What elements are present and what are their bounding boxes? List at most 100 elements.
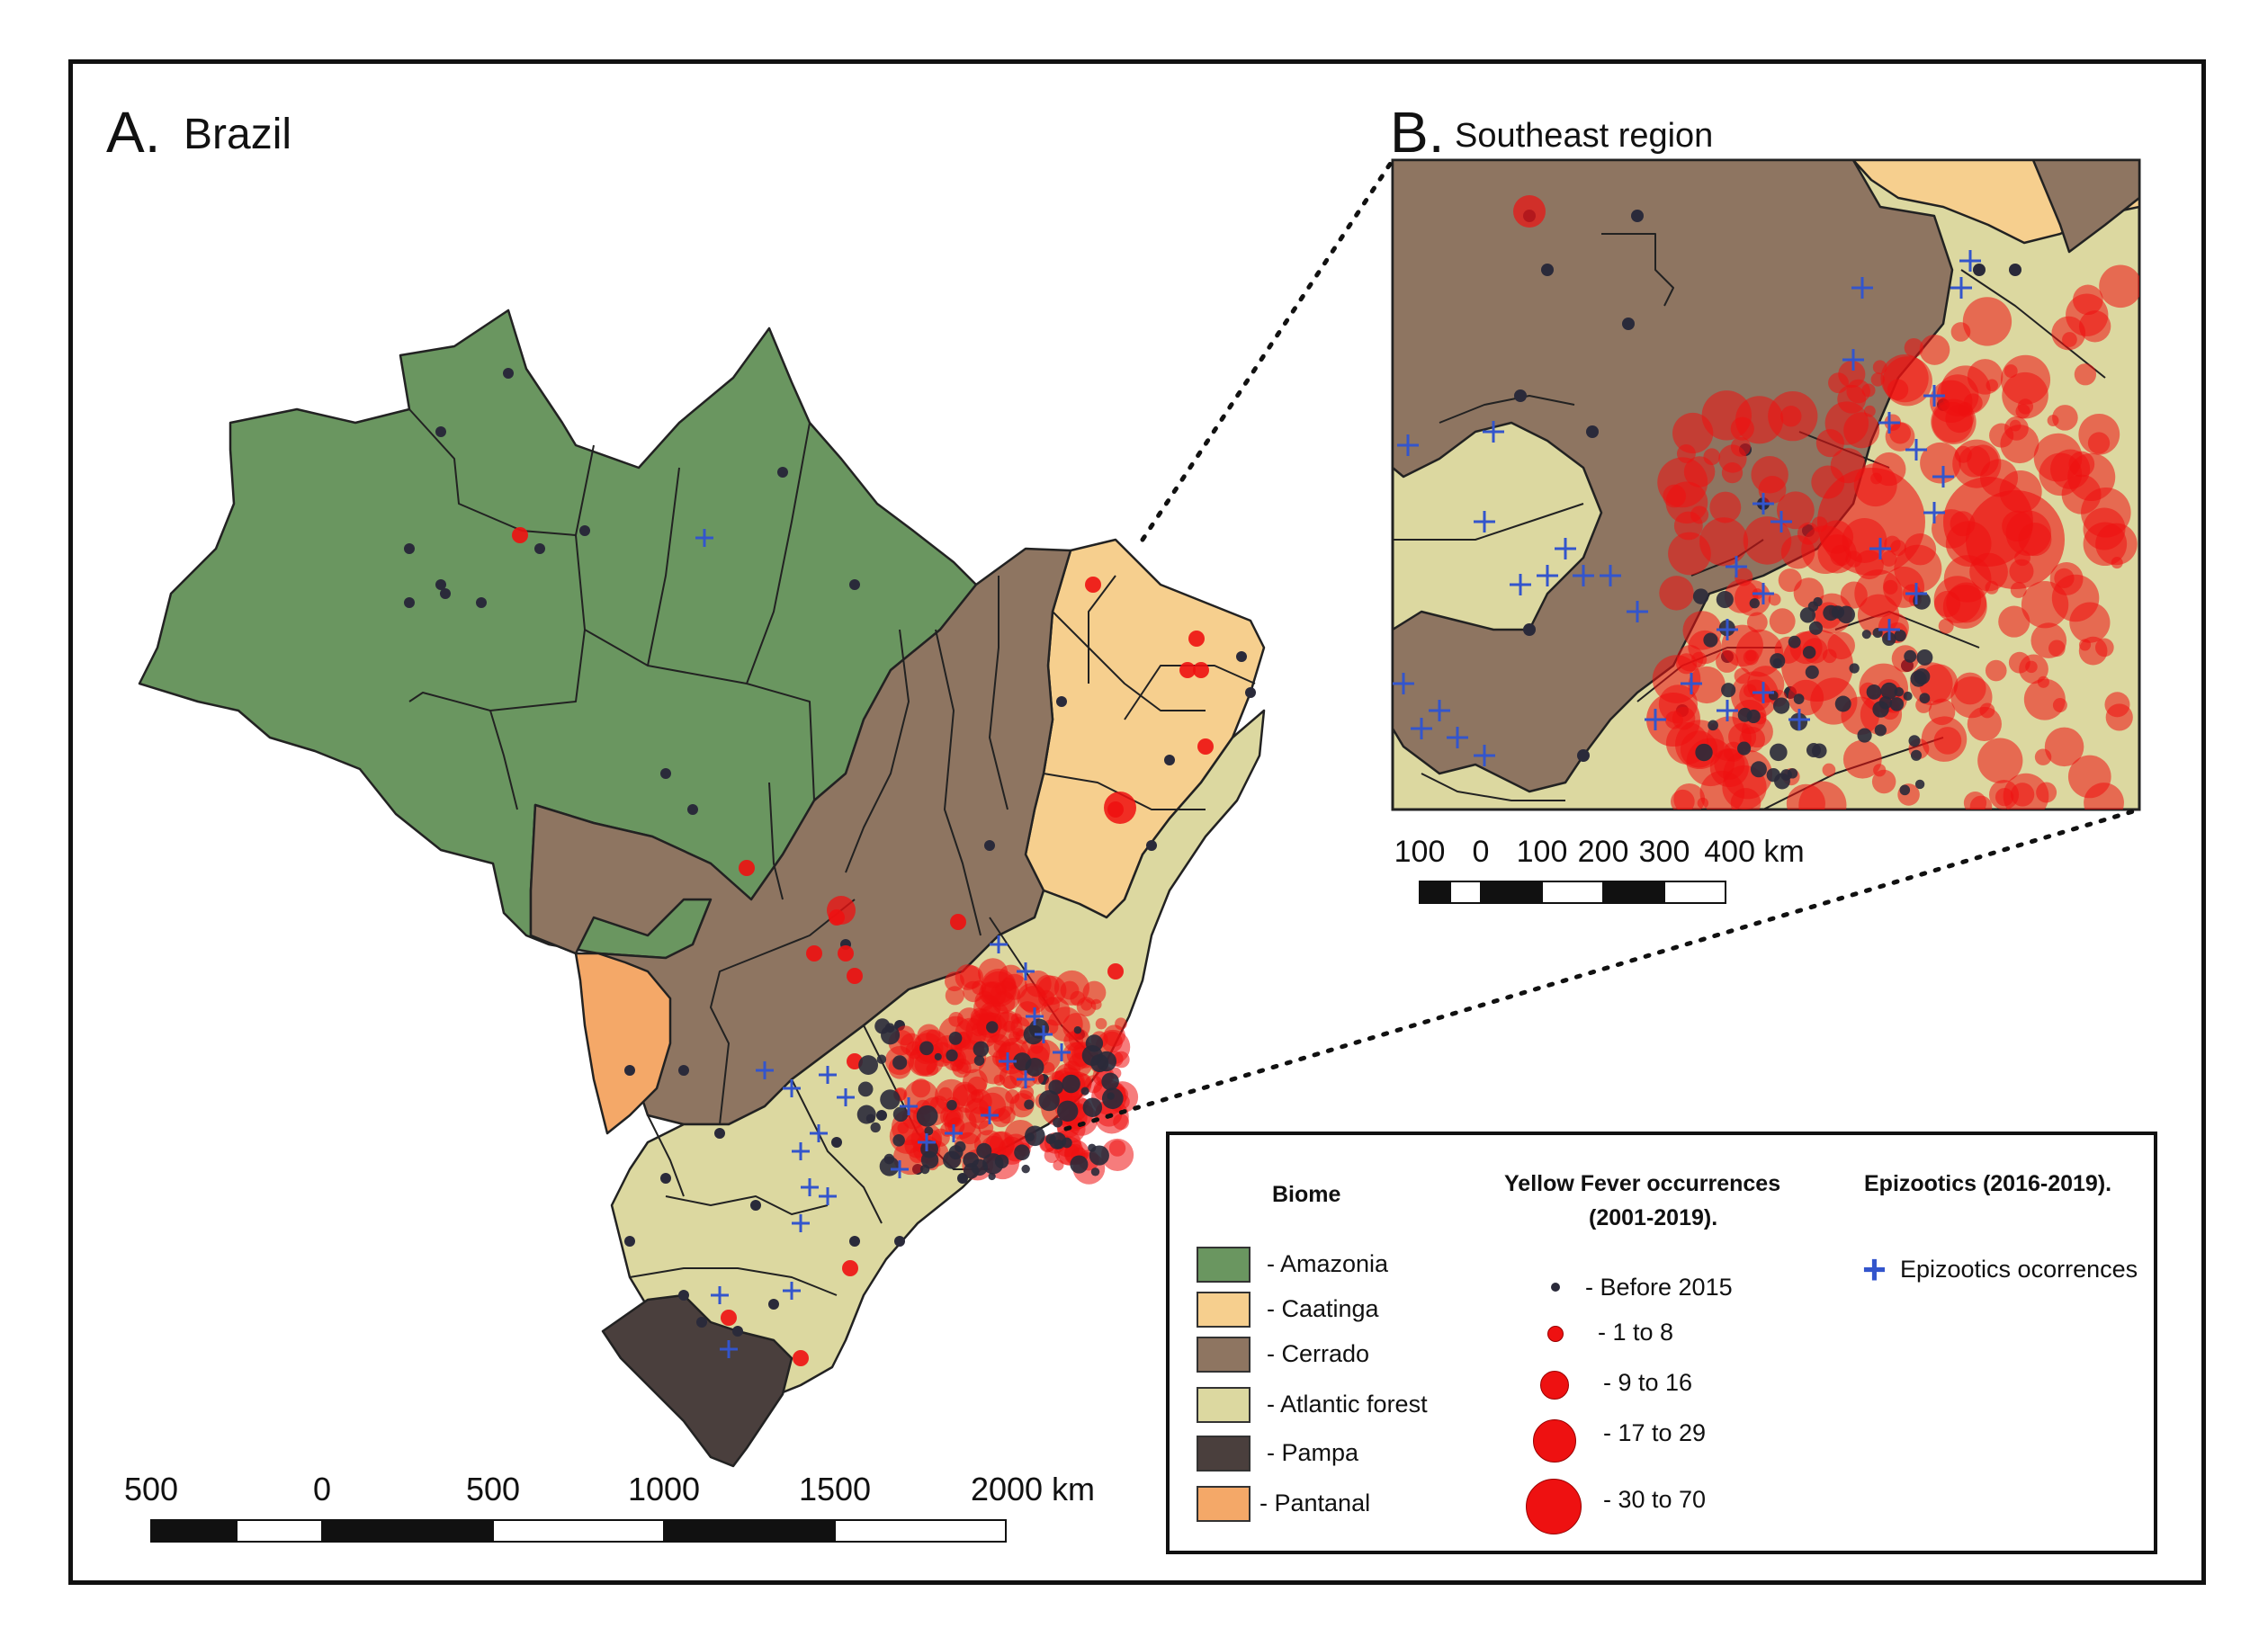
epizootic-marker — [1770, 511, 1792, 532]
legend-yf-header: Yellow Fever occurrences — [1504, 1171, 1781, 1196]
occurrence-marker — [1953, 672, 1986, 705]
epizootic-marker — [1923, 502, 1945, 523]
occurrence-marker — [1919, 334, 1950, 365]
before-2015-marker — [1081, 1045, 1103, 1067]
before-2015-marker — [1146, 840, 1157, 851]
occurrence-marker — [1933, 590, 1961, 618]
occurrence-marker — [1824, 401, 1869, 445]
before-2015-marker — [1045, 1133, 1056, 1145]
before-2015-marker — [1514, 389, 1527, 402]
occurrence-marker — [1036, 975, 1067, 1006]
legend-dot-30-to-70 — [1526, 1479, 1582, 1534]
occurrence-marker — [1672, 412, 1714, 454]
before-2015-marker — [1788, 635, 1801, 649]
epizootic-marker — [1017, 962, 1035, 980]
before-2015-marker — [1874, 724, 1887, 737]
before-2015-marker — [1749, 598, 1760, 609]
scale-label: 500 — [123, 1471, 179, 1507]
inset-cerrado-east — [2031, 160, 2139, 254]
occurrence-marker — [1817, 468, 1925, 576]
before-2015-marker — [1708, 720, 1718, 731]
before-2015-marker — [1737, 707, 1753, 722]
occurrence-marker — [2099, 264, 2139, 309]
before-2015-marker — [986, 1021, 999, 1033]
before-2015-marker — [973, 1055, 985, 1066]
legend-swatch-amazonia — [1197, 1247, 1251, 1283]
scale-label: 2000 km — [970, 1471, 1096, 1507]
occurrence-marker — [2051, 316, 2086, 351]
occurrence-marker — [2023, 678, 2066, 720]
before-2015-marker — [1914, 668, 1931, 685]
occurrence-marker — [1966, 490, 2065, 589]
before-2015-marker — [440, 588, 451, 599]
before-2015-marker — [876, 1110, 887, 1121]
before-2015-marker — [624, 1065, 635, 1076]
before-2015-marker — [678, 1065, 689, 1076]
occurrence-marker — [2074, 363, 2097, 386]
legend-label-17-to-29: - 17 to 29 — [1603, 1419, 1707, 1446]
epizootic-marker — [1851, 277, 1873, 299]
before-2015-marker — [534, 543, 545, 554]
inset-scale-label: 200 — [1577, 835, 1629, 869]
occurrence-marker — [1188, 631, 1205, 647]
before-2015-marker — [1750, 761, 1767, 778]
before-2015-marker — [624, 1236, 635, 1247]
before-2015-marker — [858, 1055, 879, 1075]
before-2015-marker — [1622, 318, 1635, 330]
before-2015-marker — [1073, 1026, 1082, 1034]
occurrence-marker — [1842, 739, 1882, 779]
occurrence-marker — [1872, 360, 1887, 375]
epizootic-marker — [792, 1214, 810, 1232]
occurrence-marker — [2067, 755, 2111, 799]
epizootic-marker — [837, 1088, 855, 1106]
occurrence-marker — [1840, 581, 1868, 609]
occurrence-marker — [993, 1074, 1006, 1087]
epizootic-marker — [1429, 700, 1450, 721]
occurrence-marker — [1889, 422, 1912, 444]
before-2015-marker — [1799, 607, 1816, 623]
occurrence-marker — [1003, 1020, 1016, 1033]
before-2015-marker — [1056, 696, 1067, 707]
occurrence-marker — [1673, 511, 1703, 541]
scale-label: 1500 — [798, 1471, 872, 1507]
occurrence-marker — [842, 1260, 858, 1276]
occurrence-marker — [1179, 662, 1196, 678]
epizootic-marker — [792, 1142, 810, 1160]
epizootic-marker — [1717, 700, 1738, 721]
epizootic-marker — [1573, 565, 1594, 586]
before-2015-marker — [1772, 697, 1790, 714]
occurrence-marker — [1659, 576, 1694, 611]
legend-label-amazonia: - Amazonia — [1267, 1250, 1389, 1277]
legend-epizootics-header: Epizootics (2016-2019). — [1864, 1171, 2112, 1196]
epizootic-marker — [1017, 1070, 1035, 1088]
before-2015-marker — [880, 1025, 901, 1045]
epizootic-marker — [1905, 439, 1927, 461]
before-2015-marker — [1849, 663, 1860, 674]
occurrence-marker — [1751, 456, 1788, 494]
occurrence-marker — [2044, 727, 2084, 767]
before-2015-marker — [1780, 769, 1792, 781]
occurrence-marker — [1931, 398, 1977, 445]
legend-yf-period: (2001-2019). — [1589, 1205, 1718, 1230]
before-2015-marker — [894, 1236, 905, 1247]
before-2015-marker — [870, 1122, 881, 1133]
occurrence-marker — [827, 896, 856, 925]
epizootic-marker — [1923, 385, 1945, 407]
occurrence-marker — [1768, 593, 1781, 606]
epizootic-marker — [999, 1052, 1017, 1070]
legend-label-atlantic-forest: - Atlantic forest — [1267, 1391, 1428, 1418]
occurrence-marker — [1870, 372, 1885, 387]
occurrence-marker — [960, 965, 983, 989]
before-2015-marker — [1703, 632, 1718, 648]
before-2015-marker — [892, 1134, 905, 1147]
occurrence-marker — [950, 914, 966, 930]
occurrence-marker — [1873, 764, 1887, 777]
occurrence-marker — [914, 1053, 937, 1076]
before-2015-marker — [1805, 665, 1819, 679]
occurrence-marker — [1882, 356, 1932, 407]
before-2015-marker — [892, 1055, 908, 1070]
before-2015-marker — [1026, 1132, 1035, 1142]
epizootic-marker — [1905, 583, 1927, 604]
occurrence-marker — [739, 860, 755, 876]
before-2015-marker — [1878, 696, 1892, 710]
